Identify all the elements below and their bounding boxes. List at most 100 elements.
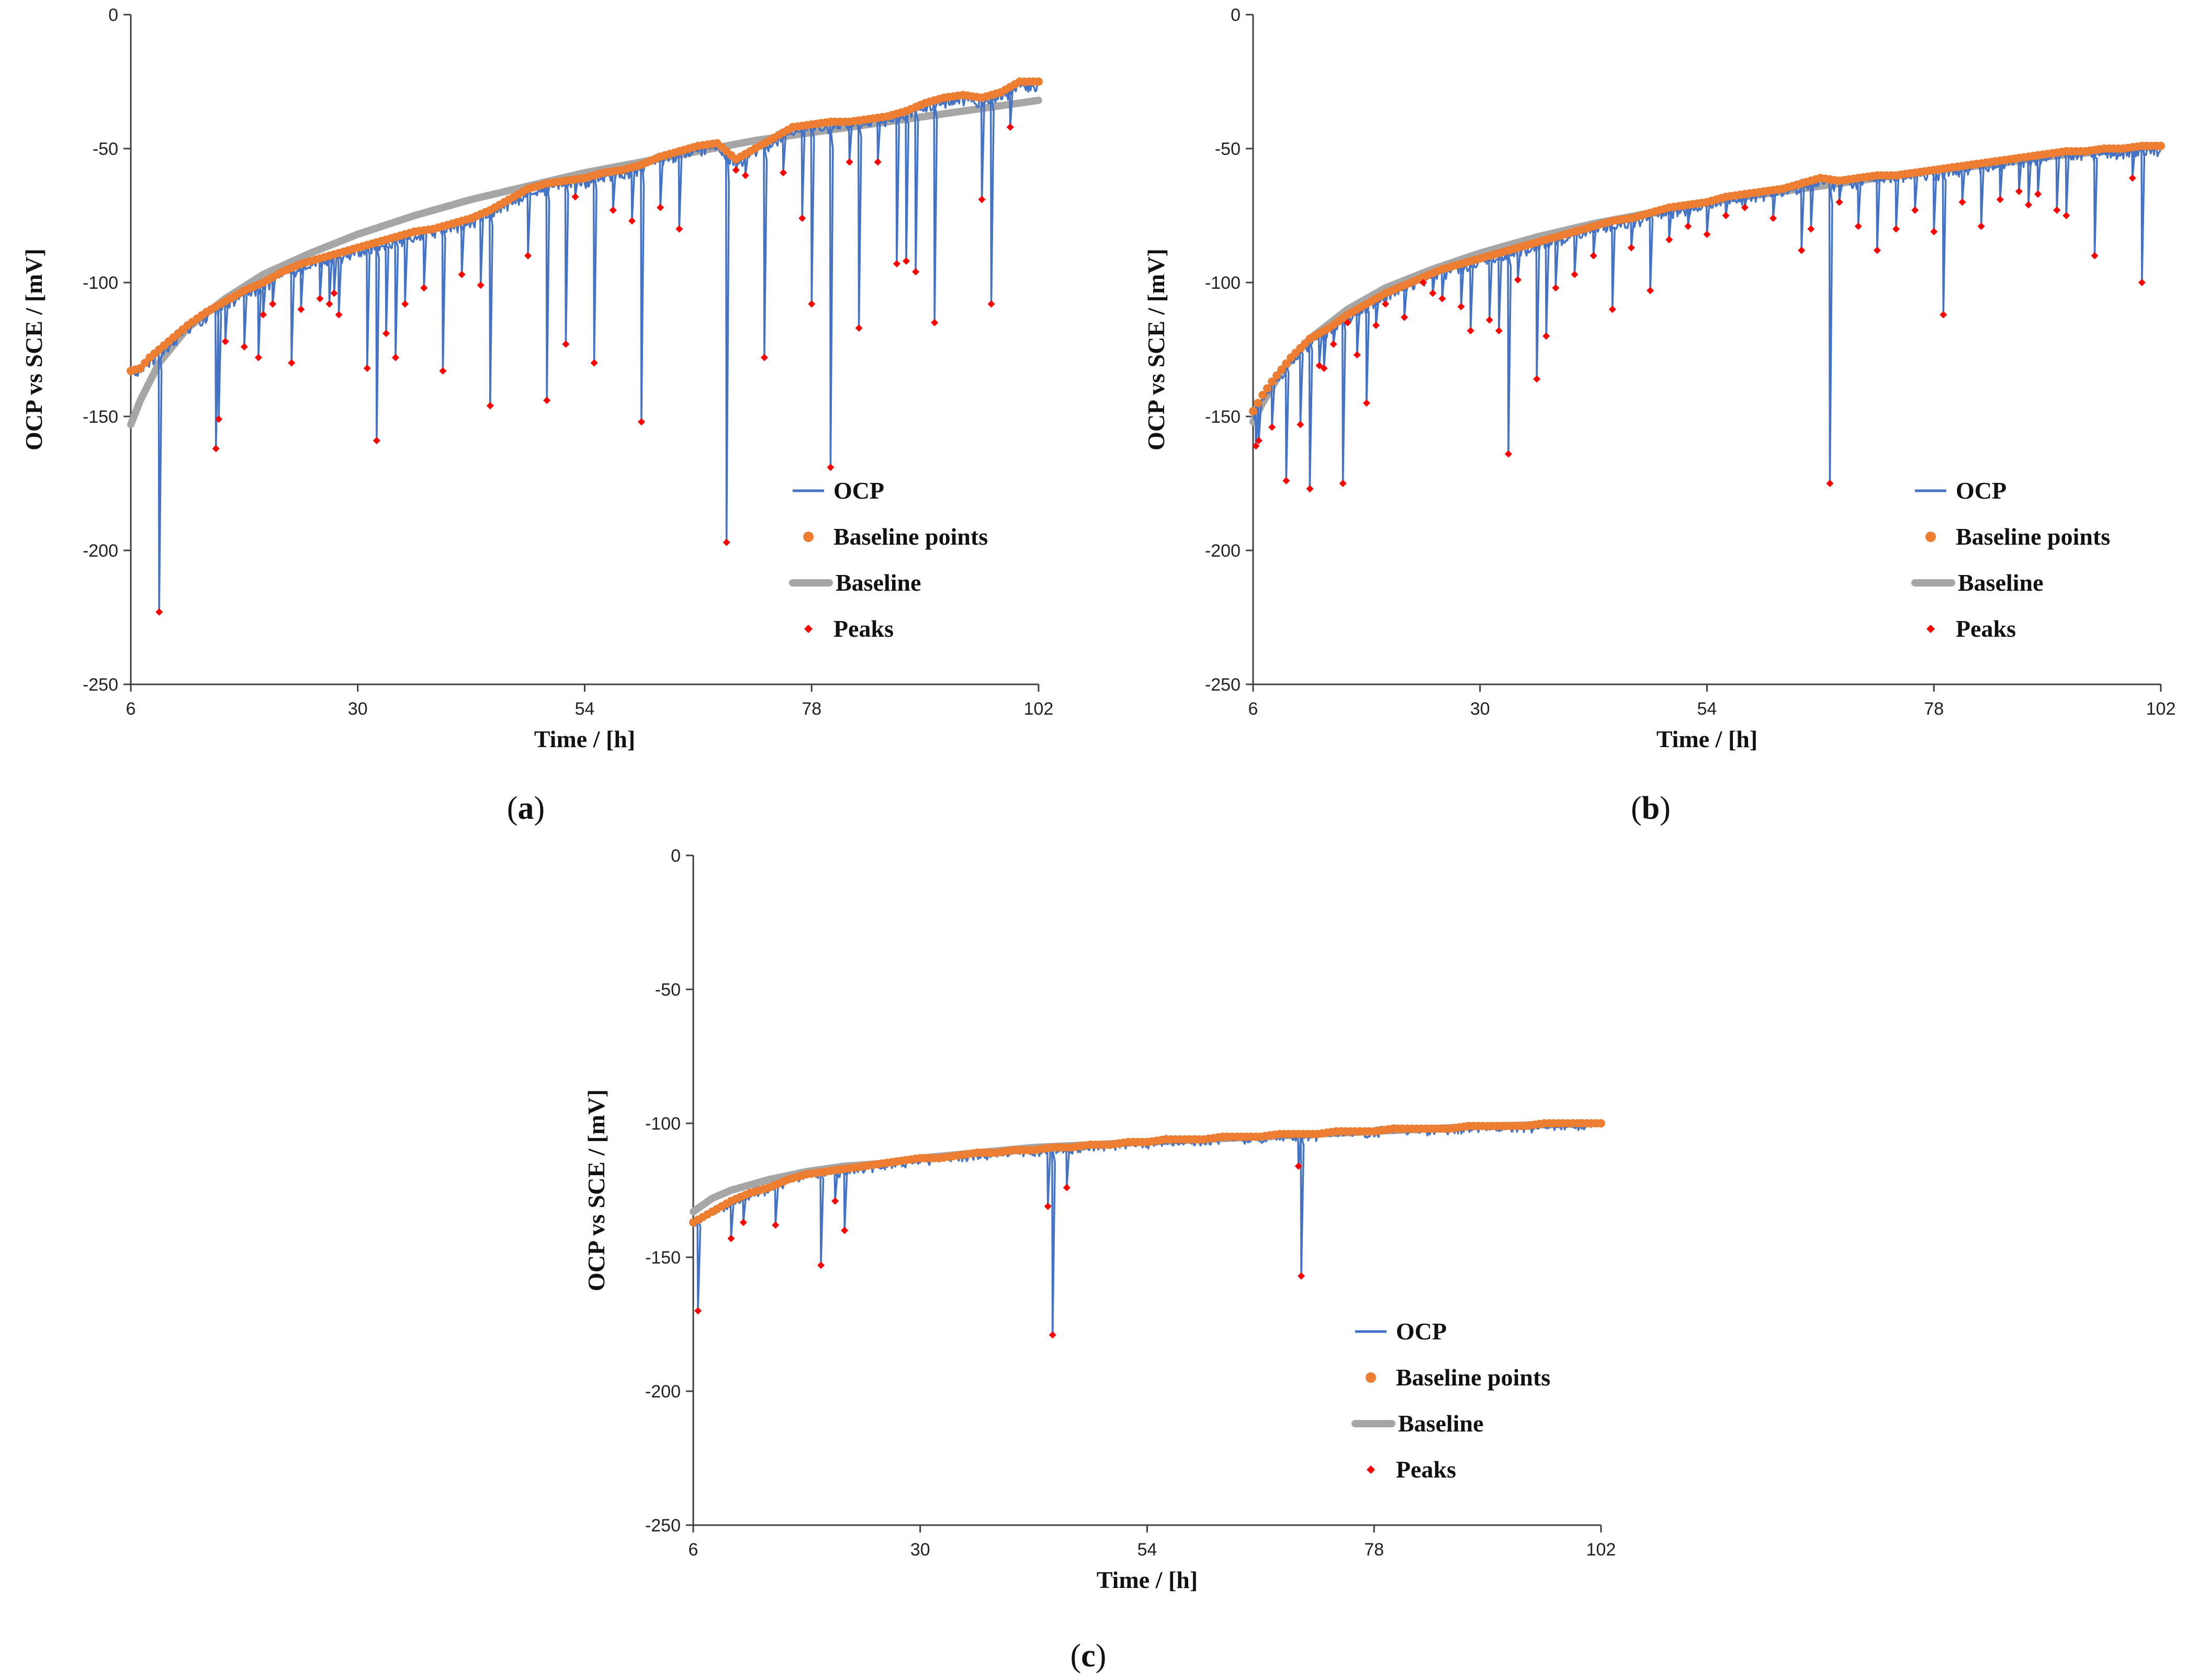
peak-marker <box>1429 289 1437 297</box>
peak-marker <box>1798 246 1806 254</box>
y-tick-label-b: -200 <box>1205 541 1241 561</box>
peak-marker <box>571 193 579 201</box>
x-tick-label-a: 78 <box>802 699 821 719</box>
peak-marker <box>1854 222 1862 230</box>
y-tick-label-c: -150 <box>645 1248 681 1268</box>
peak-marker <box>1911 206 1919 214</box>
baseline-point <box>1034 77 1043 86</box>
peak-marker <box>827 464 835 471</box>
y-tick-label-a: -200 <box>83 541 118 561</box>
peak-marker <box>373 437 380 445</box>
panel-caption-c: (c) <box>1070 1638 1107 1674</box>
y-tick-label-b: 0 <box>1231 5 1241 25</box>
peak-marker <box>1401 313 1408 321</box>
peak-marker <box>1419 279 1427 286</box>
peak-marker <box>1049 1331 1056 1339</box>
x-axis-title-a: Time / [h] <box>534 726 635 752</box>
peak-marker <box>727 1235 735 1243</box>
baseline-point <box>2157 141 2165 150</box>
peak-marker <box>1977 222 1985 230</box>
peak-marker <box>1627 244 1635 252</box>
x-tick-label-c: 78 <box>1364 1540 1384 1560</box>
peak-marker <box>1703 230 1711 238</box>
y-tick-label-c: -50 <box>655 980 681 1000</box>
peak-marker <box>2128 174 2136 182</box>
x-tick-label-a: 6 <box>126 699 136 719</box>
peak-marker <box>2034 190 2042 198</box>
peak-marker <box>1485 316 1493 324</box>
y-tick-label-c: -200 <box>645 1382 681 1402</box>
peak-marker <box>1835 198 1843 206</box>
y-tick-label-c: -100 <box>645 1114 681 1134</box>
peak-marker <box>2024 201 2032 209</box>
peak-marker <box>1306 485 1314 493</box>
legend-swatch-peaks <box>1367 1465 1375 1474</box>
baseline-curve-a <box>127 96 1042 429</box>
baseline-point <box>1597 1119 1605 1127</box>
baseline-curve-b <box>1249 142 2165 426</box>
peak-marker <box>1063 1183 1070 1191</box>
panel-caption-a: (a) <box>507 791 545 826</box>
baseline-point <box>1282 359 1291 368</box>
baseline-point <box>1258 391 1267 399</box>
peak-marker <box>609 206 617 214</box>
legend-swatch-baseline-points <box>1366 1372 1376 1383</box>
legend-label: Baseline points <box>1396 1364 1550 1391</box>
y-tick-label-a: -250 <box>83 675 118 695</box>
peak-marker <box>1298 1272 1305 1280</box>
peak-marker <box>1353 351 1361 359</box>
peak-marker <box>1372 321 1380 329</box>
peak-marker <box>1807 225 1815 233</box>
peak-marker <box>1873 246 1881 254</box>
x-tick-label-b: 78 <box>1924 699 1944 719</box>
peak-marker <box>155 608 163 616</box>
x-tick-label-a: 102 <box>1024 699 1054 719</box>
legend-swatch-baseline-points <box>803 532 814 542</box>
legend-label: Baseline <box>836 569 921 596</box>
peak-marker <box>846 158 853 166</box>
peak-marker <box>1339 480 1347 487</box>
peak-marker <box>297 306 305 313</box>
x-tick-label-a: 54 <box>575 699 595 719</box>
peak-marker <box>741 172 749 179</box>
peak-marker <box>335 311 343 319</box>
x-tick-label-b: 54 <box>1697 699 1717 719</box>
peak-marker <box>212 445 220 453</box>
peak-marker <box>392 354 400 362</box>
peak-marker <box>831 1197 839 1205</box>
x-axis-title-b: Time / [h] <box>1656 726 1757 752</box>
baseline-point <box>1268 377 1277 386</box>
peak-marker <box>732 166 740 174</box>
x-tick-label-a: 30 <box>348 699 368 719</box>
peak-marker <box>817 1261 825 1269</box>
peak-marker <box>1504 450 1512 458</box>
peak-marker <box>401 300 409 308</box>
peak-marker <box>1438 295 1446 302</box>
x-tick-label-c: 102 <box>1586 1540 1616 1560</box>
peak-marker <box>1315 362 1323 369</box>
peak-marker <box>1362 399 1370 407</box>
peak-marker <box>855 324 863 332</box>
legend-swatch-peaks <box>804 625 813 633</box>
peak-marker <box>931 319 939 326</box>
peak-marker <box>841 1226 849 1234</box>
peak-marker <box>1344 319 1351 326</box>
legend-label: OCP <box>833 477 884 504</box>
legend-label: Baseline <box>1958 569 2044 596</box>
legend-label: Peaks <box>1956 615 2016 642</box>
chart-panel-b: 0 -50 -100 -150 -200 -250 6 30 54 78 102 Time / [h]… <box>1143 5 2175 826</box>
peak-marker <box>2015 187 2023 195</box>
peak-marker <box>524 252 532 260</box>
x-tick-label-c: 54 <box>1137 1540 1157 1560</box>
peak-marker <box>382 330 390 337</box>
peaks-c <box>694 1162 1305 1339</box>
y-axis-title-b: OCP vs SCE / [mV] <box>1143 249 1169 450</box>
peak-marker <box>912 268 920 276</box>
y-tick-label-c: 0 <box>671 846 681 866</box>
peak-marker <box>1722 212 1730 219</box>
peak-marker <box>240 343 248 351</box>
peak-marker <box>1044 1202 1052 1210</box>
y-axis-title-c: OCP vs SCE / [mV] <box>583 1089 610 1291</box>
peak-marker <box>260 311 267 319</box>
